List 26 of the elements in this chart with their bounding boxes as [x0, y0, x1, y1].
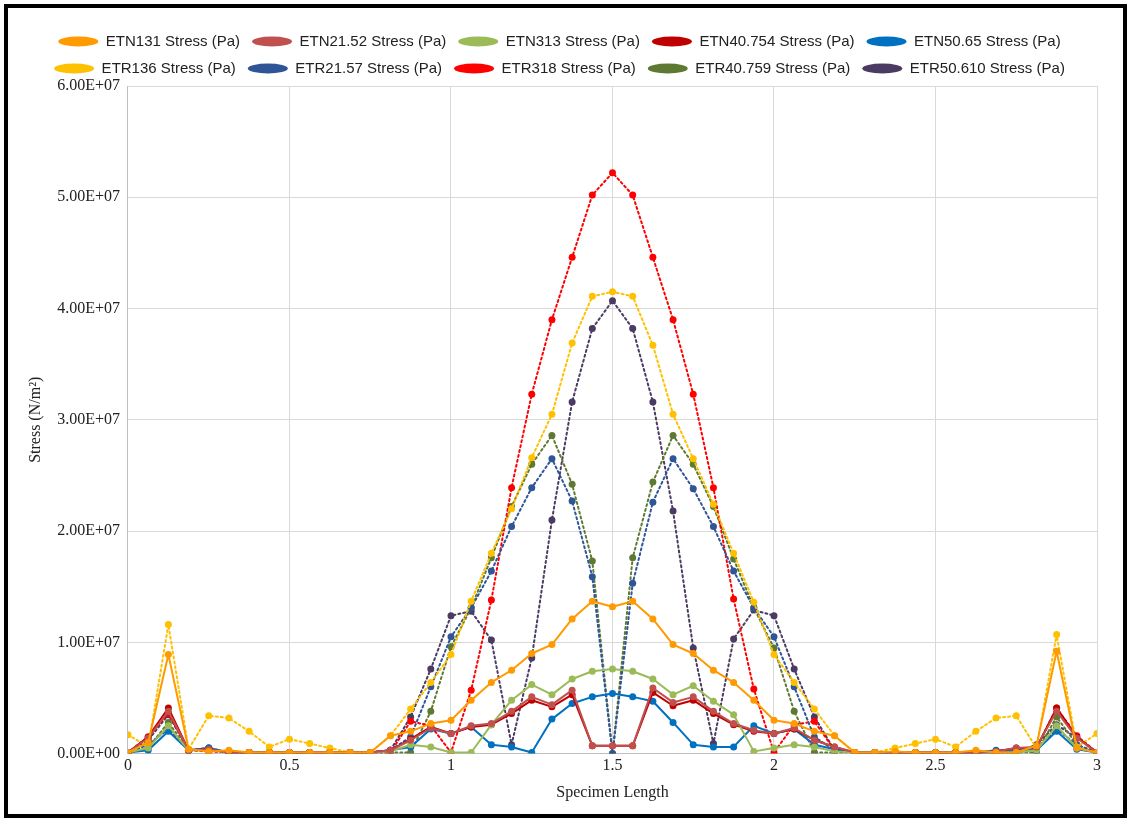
y-tick-label: 6.00E+07 — [57, 76, 120, 94]
x-tick-label: 1 — [447, 756, 455, 774]
legend-label: ETR21.57 Stress (Pa) — [295, 58, 443, 76]
y-tick-label: 1.00E+07 — [57, 632, 120, 650]
legend-label: ETR318 Stress (Pa) — [501, 58, 636, 76]
y-tick-label: 4.00E+07 — [57, 298, 120, 316]
y-tick-label: 3.00E+07 — [57, 410, 120, 427]
y-tick-label: 2.00E+07 — [57, 521, 120, 539]
y-tick-label: 5.00E+07 — [57, 187, 120, 205]
legend-label: ETN131 Stress (Pa) — [105, 31, 241, 49]
x-tick-label: 1.5 — [602, 756, 623, 774]
y-axis-title: Stress (N/m²) — [25, 376, 44, 463]
legend-label: ETN21.52 Stress (Pa) — [299, 31, 447, 49]
x-tick-label: 0.5 — [279, 756, 300, 774]
legend-label: ETR136 Stress (Pa) — [101, 58, 236, 76]
x-tick-label: 3 — [1093, 756, 1101, 774]
x-tick-label: 0 — [124, 756, 132, 774]
legend-label: ETR50.610 Stress (Pa) — [909, 58, 1065, 76]
y-tick-label: 0.00E+00 — [57, 743, 120, 761]
legend-label: ETN50.65 Stress (Pa) — [913, 31, 1061, 49]
x-tick-label: 2 — [770, 756, 778, 774]
x-tick-label: 2.5 — [925, 756, 946, 774]
legend-label: ETN313 Stress (Pa) — [505, 31, 640, 49]
x-axis-title: Specimen Length — [556, 782, 669, 801]
legend-label: ETN40.754 Stress (Pa) — [699, 31, 855, 49]
legend-label: ETR40.759 Stress (Pa) — [695, 58, 851, 76]
